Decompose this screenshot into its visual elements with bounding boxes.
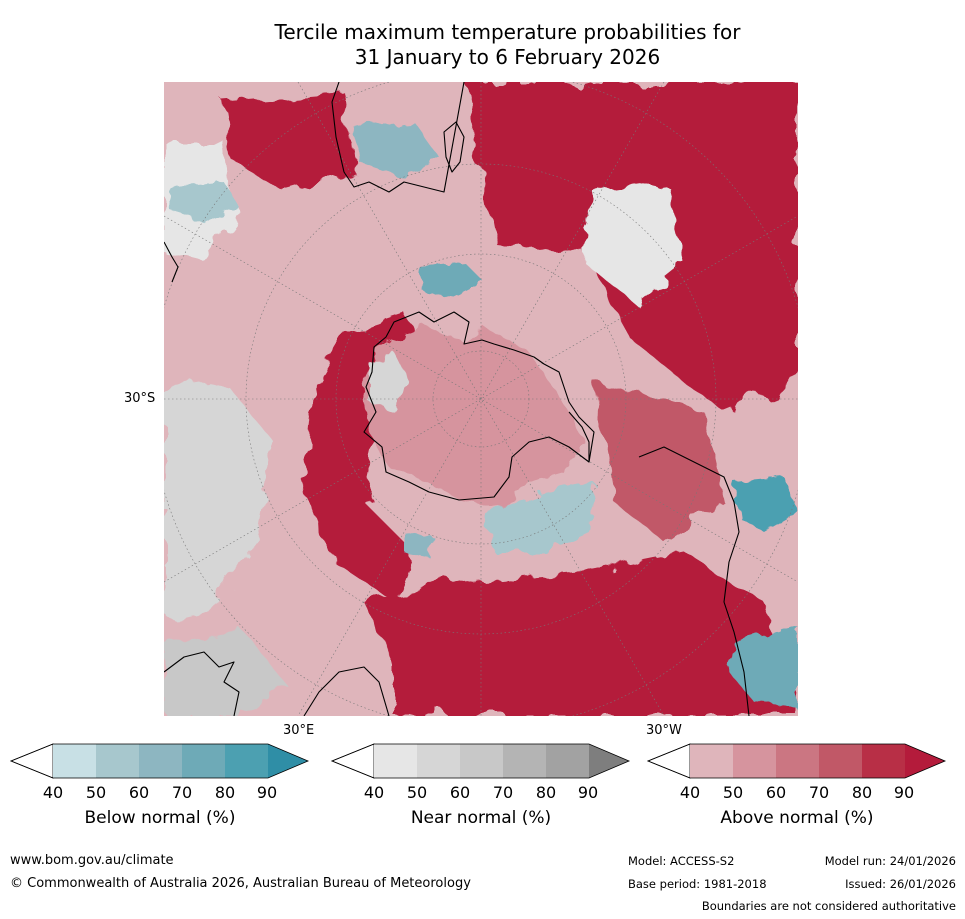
above-normal-region-east [594,382,724,542]
colorbar-below-label: Below normal (%) [84,808,236,828]
colorbar-low-extend [331,743,375,779]
colorbar-segment [776,744,819,778]
colorbar-high-extend [268,744,308,778]
colorbar-high-extend [905,744,945,778]
above-normal-region-nw [224,92,354,192]
colorbar-below-normal [10,743,310,779]
tick-label: 70 [171,783,193,802]
tick-label: 40 [42,783,64,802]
colorbar-segment [819,744,862,778]
below-normal-patch-australia-east [734,477,798,532]
footer-copyright: © Commonwealth of Australia 2026, Austra… [10,876,471,891]
footer-model-run: Model run: 24/01/2026 [824,854,956,868]
madagascar-coastline [443,121,465,173]
title-line-2: 31 January to 6 February 2026 [354,45,661,69]
antarctica-near-normal-patch [369,352,409,412]
latitude-label-30s: 30°S [124,391,156,406]
africa-coastline [331,82,465,193]
below-normal-patch-southafrica [354,122,439,177]
colorbar-outline [647,743,947,779]
above-normal-region-south [364,552,798,716]
tick-label: 70 [492,783,514,802]
colorbar-segment [503,744,546,778]
tick-label: 80 [535,783,557,802]
colorbar-above-normal [647,743,947,779]
antarctic-peninsula-coastline [568,411,590,462]
colorbar-segment [690,744,733,778]
footer-website: www.bom.gov.au/climate [10,853,174,868]
near-normal-region-ne [584,182,684,302]
polar-map [164,82,798,716]
colorbar-outline [331,743,631,779]
tick-label: 40 [363,783,385,802]
footer-base-period: Base period: 1981-2018 [628,877,767,891]
tick-label: 60 [128,783,150,802]
longitude-label-30w: 30°W [646,723,682,738]
tick-label: 90 [256,783,278,802]
tick-label: 80 [851,783,873,802]
colorbar-low-extend [10,743,54,779]
colorbar-outline [10,743,310,779]
near-normal-region-sw [164,632,284,716]
colorbar-segment [182,744,225,778]
colorbar-segment [733,744,776,778]
tick-label: 80 [214,783,236,802]
colorbar-segment [225,744,268,778]
tick-label: 70 [808,783,830,802]
below-normal-patch-ross [419,262,484,297]
colorbar-segment [139,744,182,778]
tick-label: 50 [722,783,744,802]
colorbar-segment [53,744,96,778]
colorbar-segment [374,744,417,778]
australia-coastline [164,651,240,716]
below-normal-patch-amundsen [404,532,434,557]
colorbar-segment [862,744,905,778]
tick-label: 90 [577,783,599,802]
footer-issued: Issued: 26/01/2026 [845,877,956,891]
tick-label: 50 [406,783,428,802]
graticule [164,82,798,716]
title-line-1: Tercile maximum temperature probabilitie… [274,20,741,44]
south-america-coastline [638,446,750,716]
tick-label: 60 [449,783,471,802]
antarctica-coastline [363,311,595,501]
colorbar-segment [546,744,589,778]
longitude-label-30e: 30°E [283,723,315,738]
map-title: Tercile maximum temperature probabilitie… [0,20,965,70]
footer-disclaimer: Boundaries are not considered authoritat… [701,899,956,913]
colorbar-segment [96,744,139,778]
tick-label: 40 [679,783,701,802]
new-zealand-coastline [164,241,179,283]
australia-east-coastline [303,666,390,716]
footer-model: Model: ACCESS-S2 [628,854,735,868]
near-normal-region-west [164,382,274,622]
tick-label: 90 [893,783,915,802]
tick-label: 60 [765,783,787,802]
colorbar-near-normal [331,743,631,779]
colorbar-low-extend [647,743,691,779]
colorbar-high-extend [589,744,629,778]
colorbar-near-label: Near normal (%) [410,808,552,828]
below-normal-patch-weddell [484,482,594,552]
tick-label: 50 [85,783,107,802]
colorbar-segment [417,744,460,778]
below-normal-patch-indian [169,182,239,222]
colorbar-above-label: Above normal (%) [720,808,874,828]
antarctica-interior-field [362,327,584,507]
colorbar-segment [460,744,503,778]
